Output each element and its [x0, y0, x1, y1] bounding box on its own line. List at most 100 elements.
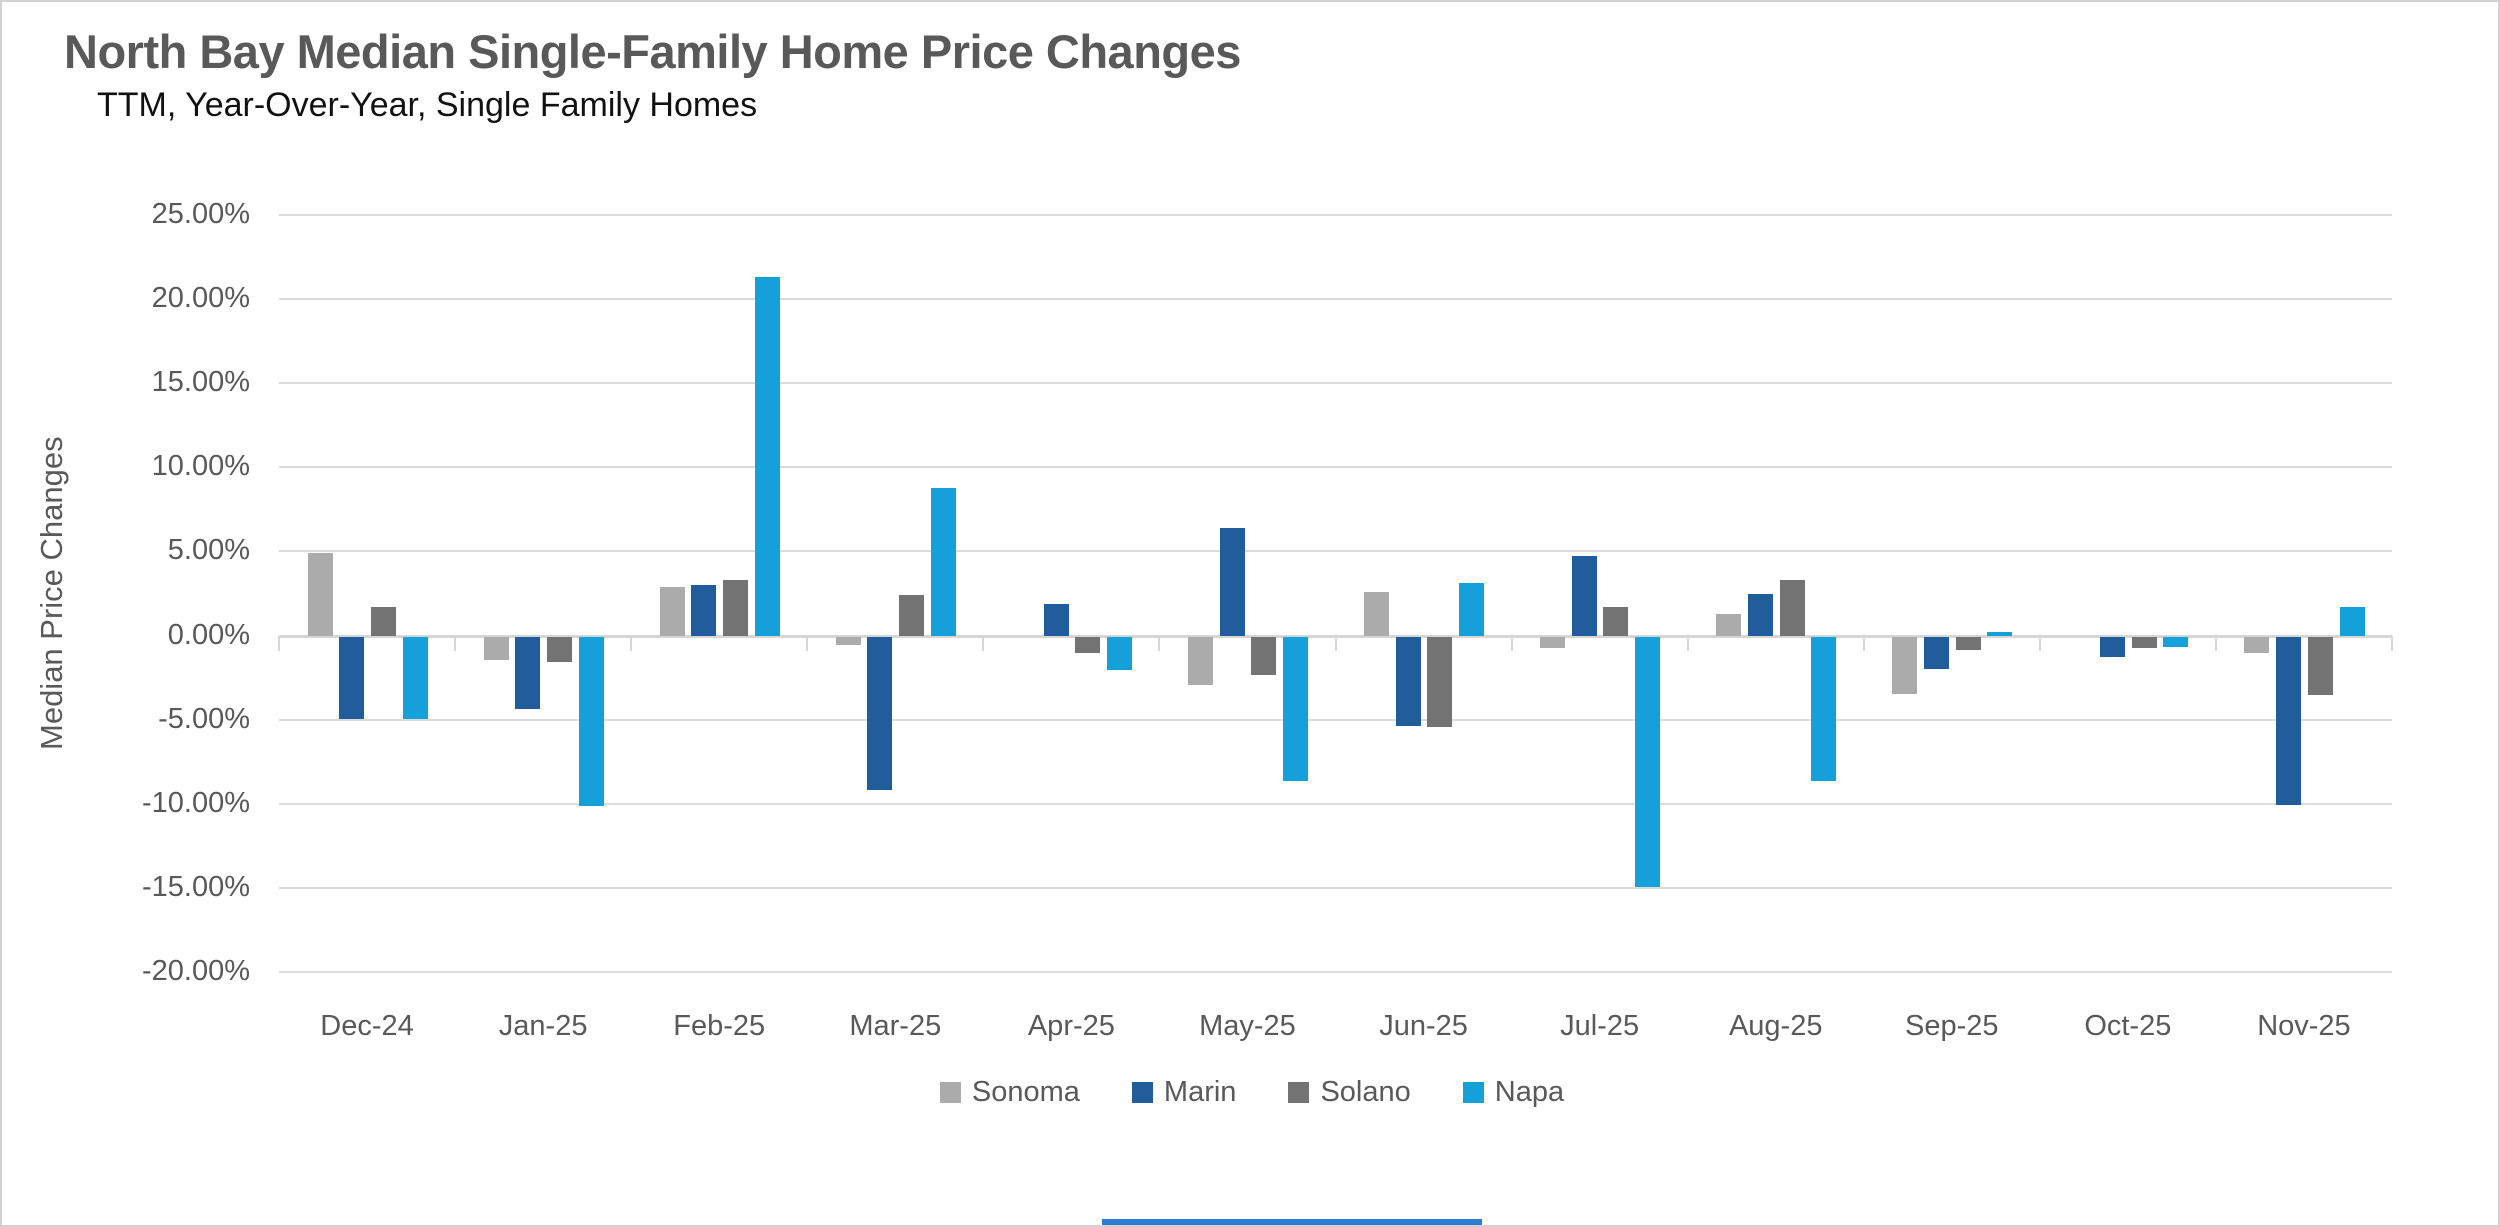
bar-sonoma-nov-25[interactable]: [2244, 636, 2270, 654]
legend-item-sonoma[interactable]: Sonoma: [939, 1075, 1080, 1109]
bar-napa-apr-25[interactable]: [1106, 636, 1132, 671]
legend-label: Marin: [1163, 1075, 1237, 1108]
bar-napa-oct-25[interactable]: [2163, 636, 2189, 647]
bar-solano-aug-25[interactable]: [1779, 580, 1805, 636]
y-axis-tick-label: 20.00%: [151, 282, 250, 315]
bar-napa-aug-25[interactable]: [1811, 636, 1837, 782]
bar-solano-jun-25[interactable]: [1427, 636, 1453, 728]
bar-marin-nov-25[interactable]: [2276, 636, 2302, 805]
gridline: [279, 298, 2392, 301]
bar-marin-dec-24[interactable]: [339, 636, 365, 719]
y-axis-tick-label: 10.00%: [151, 450, 250, 483]
bar-marin-aug-25[interactable]: [1747, 593, 1773, 636]
bar-solano-dec-24[interactable]: [370, 606, 396, 636]
bar-marin-oct-25[interactable]: [2100, 636, 2126, 657]
bar-napa-feb-25[interactable]: [754, 277, 780, 636]
bar-napa-nov-25[interactable]: [2339, 606, 2365, 636]
bar-napa-may-25[interactable]: [1283, 636, 1309, 782]
legend-swatch-marin: [1131, 1081, 1153, 1103]
bar-sonoma-mar-25[interactable]: [835, 636, 861, 645]
bar-napa-jul-25[interactable]: [1635, 636, 1661, 888]
bar-napa-dec-24[interactable]: [402, 636, 428, 719]
x-axis-tick: [1158, 635, 1161, 651]
x-axis-category-label: Sep-25: [1905, 1009, 1999, 1042]
x-axis-tick: [806, 635, 809, 651]
bar-napa-sep-25[interactable]: [1987, 632, 2013, 636]
bar-napa-jun-25[interactable]: [1459, 583, 1485, 636]
bar-solano-nov-25[interactable]: [2307, 636, 2333, 696]
bar-napa-mar-25[interactable]: [930, 487, 956, 636]
x-axis-category-label: Jul-25: [1560, 1009, 1640, 1042]
bar-sonoma-jun-25[interactable]: [1364, 591, 1389, 636]
legend-label: Napa: [1494, 1075, 1565, 1108]
bar-solano-may-25[interactable]: [1251, 636, 1277, 676]
gridline: [279, 802, 2392, 805]
legend-swatch-sonoma: [939, 1081, 961, 1103]
x-axis-tick: [278, 635, 280, 651]
legend-item-solano[interactable]: Solano: [1288, 1075, 1411, 1109]
legend-label: Solano: [1320, 1075, 1411, 1108]
x-axis-tick: [2214, 635, 2217, 651]
x-axis-tick: [454, 635, 457, 651]
x-axis-tick: [1334, 635, 1337, 651]
chart-subtitle: TTM, Year-Over-Year, Single Family Homes: [97, 86, 758, 124]
y-axis-tick-label: -20.00%: [141, 955, 250, 987]
bar-solano-jul-25[interactable]: [1603, 606, 1629, 636]
bar-marin-may-25[interactable]: [1219, 527, 1245, 636]
x-axis-category-label: Apr-25: [1027, 1009, 1115, 1042]
legend-label: Sonoma: [971, 1075, 1080, 1108]
gridline: [279, 214, 2392, 216]
bar-solano-apr-25[interactable]: [1075, 636, 1101, 654]
x-axis-category-label: Dec-24: [320, 1009, 414, 1042]
x-axis-category-label: May-25: [1199, 1009, 1296, 1042]
bar-solano-oct-25[interactable]: [2131, 636, 2157, 649]
x-axis-tick: [1862, 635, 1865, 651]
bar-marin-jan-25[interactable]: [515, 636, 541, 709]
y-axis-tick-label: -10.00%: [141, 786, 250, 819]
bar-marin-jun-25[interactable]: [1395, 636, 1421, 726]
legend-item-napa[interactable]: Napa: [1462, 1075, 1565, 1109]
x-axis-tick: [630, 635, 633, 651]
bar-marin-mar-25[interactable]: [867, 636, 893, 790]
y-axis-title: Median Price Changes: [34, 436, 69, 751]
bar-marin-jul-25[interactable]: [1571, 556, 1597, 636]
bar-solano-jan-25[interactable]: [546, 636, 572, 662]
gridline: [279, 466, 2392, 469]
bar-napa-jan-25[interactable]: [578, 636, 604, 807]
bar-sonoma-may-25[interactable]: [1187, 636, 1213, 686]
legend: Sonoma Marin Solano Napa: [2, 1072, 2498, 1112]
x-axis-category-label: Nov-25: [2257, 1009, 2351, 1042]
x-axis-tick: [1686, 635, 1689, 651]
x-axis-category-label: Feb-25: [673, 1009, 766, 1042]
x-axis-category-label: Jan-25: [498, 1009, 588, 1042]
bar-marin-feb-25[interactable]: [691, 585, 717, 636]
bar-sonoma-sep-25[interactable]: [1892, 636, 1918, 694]
bar-marin-apr-25[interactable]: [1043, 603, 1069, 636]
y-axis-tick-label: 5.00%: [167, 534, 250, 567]
x-axis-category-label: Mar-25: [849, 1009, 942, 1042]
bar-sonoma-aug-25[interactable]: [1716, 613, 1742, 636]
chart-title: North Bay Median Single-Family Home Pric…: [64, 25, 1241, 78]
legend-swatch-napa: [1462, 1081, 1484, 1103]
x-axis-tick: [982, 635, 985, 651]
bar-solano-feb-25[interactable]: [723, 580, 749, 636]
x-axis-category-label: Aug-25: [1728, 1009, 1823, 1042]
bottom-accent-strip: [1102, 1219, 1482, 1225]
gridline: [279, 971, 2392, 973]
bar-solano-mar-25[interactable]: [899, 595, 925, 636]
bar-sonoma-jan-25[interactable]: [483, 636, 509, 661]
gridline: [279, 886, 2392, 889]
legend-item-marin[interactable]: Marin: [1131, 1075, 1237, 1109]
y-axis-tick-label: -5.00%: [158, 702, 250, 735]
bar-solano-sep-25[interactable]: [1955, 636, 1981, 650]
bar-sonoma-jul-25[interactable]: [1540, 636, 1566, 649]
gridline: [279, 382, 2392, 385]
bar-marin-sep-25[interactable]: [1923, 636, 1949, 669]
y-axis-tick-label: 15.00%: [151, 366, 250, 399]
y-axis-tick-label: -15.00%: [141, 870, 250, 903]
gridline: [279, 718, 2392, 721]
bar-sonoma-dec-24[interactable]: [307, 553, 333, 636]
y-axis-tick-label: 0.00%: [167, 618, 250, 651]
bar-sonoma-feb-25[interactable]: [659, 586, 685, 636]
